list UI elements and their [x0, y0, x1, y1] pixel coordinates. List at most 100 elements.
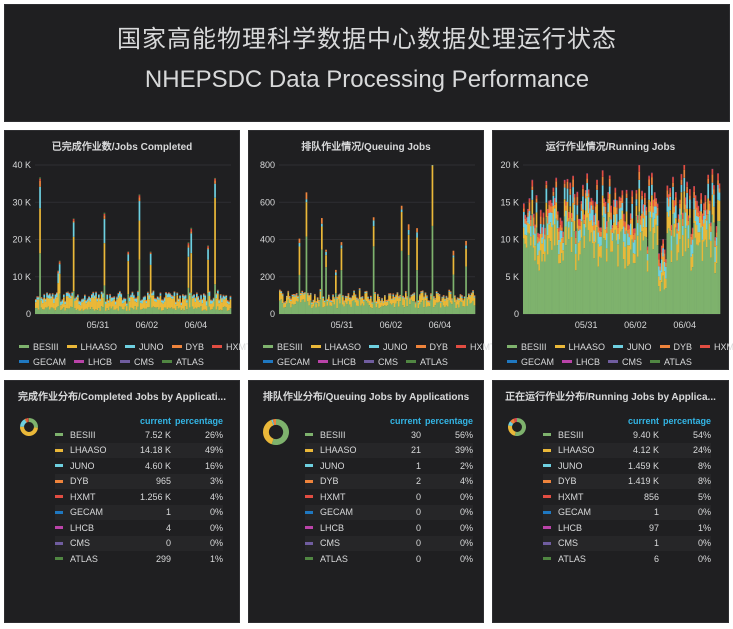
header-percentage[interactable]: percentage: [662, 415, 711, 426]
table-row[interactable]: DYB 965 3%: [55, 473, 223, 489]
bar-segment-dyb: [360, 296, 362, 298]
bar-segment-besiii: [44, 307, 47, 314]
table-row[interactable]: JUNO 1.459 K 8%: [543, 458, 711, 474]
bar-segment-hxmt: [682, 213, 684, 219]
legend-item-cms[interactable]: CMS: [608, 357, 642, 367]
table-row[interactable]: CMS 0 0%: [305, 535, 473, 551]
legend-item-gecam[interactable]: GECAM: [263, 357, 310, 367]
table-row[interactable]: HXMT 0 0%: [305, 489, 473, 505]
legend-item-cms[interactable]: CMS: [120, 357, 154, 367]
legend-item-atlas[interactable]: ATLAS: [406, 357, 448, 367]
legend-item-lhaaso[interactable]: LHAASO: [66, 342, 117, 352]
legend-item-gecam[interactable]: GECAM: [507, 357, 554, 367]
table-row[interactable]: ATLAS 6 0%: [543, 551, 711, 567]
header-current[interactable]: current: [389, 415, 421, 426]
legend-item-lhcb[interactable]: LHCB: [318, 357, 356, 367]
legend-item-atlas[interactable]: ATLAS: [162, 357, 204, 367]
table-row[interactable]: LHCB 4 0%: [55, 520, 223, 536]
bar-segment-besiii: [119, 306, 121, 314]
bar-segment-juno: [92, 293, 95, 297]
table-row[interactable]: LHAASO 4.12 K 24%: [543, 442, 711, 458]
legend-swatch: [125, 345, 136, 348]
bar-segment-juno: [71, 292, 74, 296]
bar-segment-lhaaso: [155, 301, 158, 308]
queuing-by-app-panel[interactable]: 排队作业分布/Queuing Jobs by Applications curr…: [248, 380, 484, 623]
bar-segment-dyb: [448, 289, 451, 292]
bar-segment-lhaaso: [468, 295, 470, 300]
legend-item-hxmt[interactable]: HXMT: [700, 342, 733, 352]
running-by-app-panel[interactable]: 正在运行作业分布/Running Jobs by Applica... curr…: [492, 380, 729, 623]
bar-segment-besiii: [610, 251, 612, 314]
table-row[interactable]: GECAM 0 0%: [305, 504, 473, 520]
legend-item-dyb[interactable]: DYB: [659, 342, 692, 352]
legend-item-dyb[interactable]: DYB: [415, 342, 448, 352]
row-name: LHCB: [55, 523, 133, 533]
table-row[interactable]: DYB 2 4%: [305, 473, 473, 489]
bar-segment-besiii: [385, 306, 388, 314]
bar-segment-besiii: [701, 260, 704, 314]
header-percentage[interactable]: percentage: [174, 415, 223, 426]
table-row[interactable]: JUNO 1 2%: [305, 458, 473, 474]
bar-segment-lhcb: [546, 208, 549, 210]
bar-segment-besiii: [684, 251, 687, 314]
header-current[interactable]: current: [627, 415, 659, 426]
legend-item-besiii[interactable]: BESIII: [263, 342, 303, 352]
panel-title: 正在运行作业分布/Running Jobs by Applica...: [505, 392, 716, 403]
table-row[interactable]: CMS 1 0%: [543, 535, 711, 551]
bar-segment-juno: [134, 298, 137, 302]
table-row[interactable]: LHCB 0 0%: [305, 520, 473, 536]
table-row[interactable]: LHCB 97 1%: [543, 520, 711, 536]
row-swatch: [305, 495, 313, 499]
table-row[interactable]: LHAASO 21 39%: [305, 442, 473, 458]
bar-segment-lhaaso: [435, 293, 438, 303]
legend-item-juno[interactable]: JUNO: [613, 342, 652, 352]
completed-by-app-panel[interactable]: 完成作业分布/Completed Jobs by Applicati... cu…: [4, 380, 240, 623]
row-label: LHCB: [70, 522, 95, 533]
legend-item-besiii[interactable]: BESIII: [507, 342, 547, 352]
legend-item-lhaaso[interactable]: LHAASO: [310, 342, 361, 352]
bar-segment-lhaaso: [170, 298, 173, 308]
legend-item-dyb[interactable]: DYB: [171, 342, 204, 352]
legend-item-gecam[interactable]: GECAM: [19, 357, 66, 367]
bar-segment-besiii: [158, 309, 160, 314]
table-row[interactable]: BESIII 30 56%: [305, 427, 473, 443]
bar-segment-lhaaso: [608, 193, 611, 218]
bar-segment-besiii: [42, 309, 44, 314]
queuing-jobs-panel[interactable]: 排队作业情况/Queuing Jobs 800 600 400 200 0 05/31 06…: [248, 130, 496, 370]
legend-item-besiii[interactable]: BESIII: [19, 342, 59, 352]
bar-segment-besiii: [594, 242, 597, 314]
legend-item-atlas[interactable]: ATLAS: [650, 357, 692, 367]
table-row[interactable]: DYB 1.419 K 8%: [543, 473, 711, 489]
table-row[interactable]: GECAM 1 0%: [55, 504, 223, 520]
table-row[interactable]: HXMT 856 5%: [543, 489, 711, 505]
table-row[interactable]: ATLAS 299 1%: [55, 551, 223, 567]
table-row[interactable]: CMS 0 0%: [55, 535, 223, 551]
table-row[interactable]: BESIII 9.40 K 54%: [543, 427, 711, 443]
header-percentage[interactable]: percentage: [424, 415, 473, 426]
legend-item-lhcb[interactable]: LHCB: [562, 357, 600, 367]
bar-segment-dyb: [693, 191, 695, 198]
table-row[interactable]: BESIII 7.52 K 26%: [55, 427, 223, 443]
header-current[interactable]: current: [139, 415, 171, 426]
table-row[interactable]: HXMT 1.256 K 4%: [55, 489, 223, 505]
bar-segment-juno: [545, 188, 548, 203]
bar-segment-dyb: [620, 200, 622, 208]
table-row[interactable]: ATLAS 0 0%: [305, 551, 473, 567]
table-row[interactable]: GECAM 1 0%: [543, 504, 711, 520]
bar-segment-hxmt: [582, 185, 584, 189]
legend-item-juno[interactable]: JUNO: [369, 342, 408, 352]
legend-item-cms[interactable]: CMS: [364, 357, 398, 367]
bar-segment-besiii: [107, 310, 110, 314]
table-row[interactable]: JUNO 4.60 K 16%: [55, 458, 223, 474]
legend-item-lhaaso[interactable]: LHAASO: [554, 342, 605, 352]
row-name: GECAM: [55, 507, 133, 517]
bar-segment-lhaaso: [283, 303, 285, 308]
table-row[interactable]: LHAASO 14.18 K 49%: [55, 442, 223, 458]
legend-item-hxmt[interactable]: HXMT: [212, 342, 252, 352]
legend-item-hxmt[interactable]: HXMT: [456, 342, 496, 352]
legend-item-juno[interactable]: JUNO: [125, 342, 164, 352]
legend-item-lhcb[interactable]: LHCB: [74, 357, 112, 367]
bar-segment-lhaaso: [559, 242, 562, 264]
